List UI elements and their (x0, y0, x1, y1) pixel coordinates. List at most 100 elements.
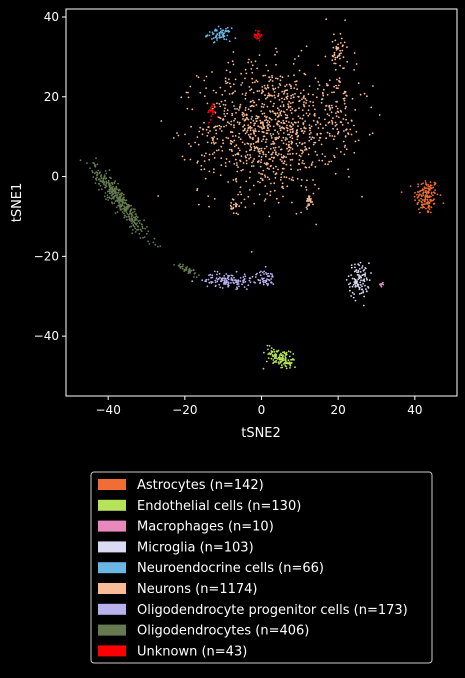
data-point (304, 149, 306, 151)
data-point (354, 263, 356, 266)
data-point (272, 125, 275, 128)
data-point (114, 195, 117, 197)
data-point (280, 176, 283, 179)
data-point (288, 146, 291, 149)
data-point (290, 168, 292, 171)
data-point (362, 290, 365, 292)
data-point (283, 162, 285, 165)
data-point (131, 214, 134, 217)
data-point (260, 147, 263, 150)
data-point (220, 157, 223, 160)
data-point (258, 172, 260, 174)
data-point (302, 132, 305, 135)
data-point (99, 185, 102, 187)
data-point (224, 115, 227, 118)
data-point (282, 195, 284, 198)
data-point (272, 133, 275, 136)
y-tick-label: 20 (44, 90, 59, 104)
data-point (278, 136, 281, 138)
data-point (256, 117, 259, 120)
data-point (267, 151, 270, 154)
data-point (104, 184, 107, 187)
data-point (271, 95, 274, 97)
data-point (288, 361, 291, 364)
data-point (274, 138, 277, 141)
data-point (109, 188, 111, 191)
data-point (251, 275, 254, 278)
data-point (125, 211, 128, 214)
data-point (215, 132, 218, 135)
data-point (130, 204, 133, 207)
data-point (220, 145, 223, 148)
data-point (272, 105, 275, 108)
data-point (359, 93, 362, 96)
data-point (334, 56, 337, 59)
data-point (253, 202, 256, 205)
data-point (133, 216, 135, 219)
data-point (240, 72, 243, 75)
data-point (279, 111, 282, 114)
data-point (136, 222, 139, 225)
data-point (353, 293, 356, 295)
data-point (234, 78, 237, 81)
data-point (198, 274, 200, 276)
data-point (262, 74, 265, 77)
data-point (306, 199, 309, 202)
data-point (258, 90, 261, 92)
data-point (291, 137, 294, 140)
data-point (236, 170, 239, 173)
data-point (211, 276, 214, 279)
data-point (274, 137, 277, 139)
data-point (361, 195, 363, 198)
data-point (262, 127, 265, 129)
data-point (309, 100, 312, 103)
data-point (430, 195, 432, 198)
data-point (96, 173, 99, 176)
data-point (265, 132, 268, 135)
data-point (244, 109, 247, 111)
data-point (351, 97, 354, 100)
data-point (333, 33, 335, 36)
data-point (414, 191, 416, 194)
data-point (353, 69, 355, 71)
data-point (223, 280, 226, 283)
data-point (283, 160, 286, 163)
data-point (359, 281, 362, 284)
data-point (231, 112, 234, 115)
data-point (307, 109, 310, 112)
data-point (288, 83, 291, 86)
data-point (297, 115, 300, 118)
data-point (357, 278, 360, 281)
data-point (95, 157, 97, 160)
data-point (137, 225, 140, 228)
data-point (212, 37, 215, 39)
data-point (241, 93, 244, 95)
data-point (286, 116, 289, 119)
y-tick-label: 40 (44, 10, 59, 24)
data-point (274, 118, 277, 121)
data-point (207, 195, 210, 198)
data-point (198, 203, 200, 206)
data-point (172, 137, 175, 139)
data-point (270, 137, 273, 139)
data-point (258, 271, 261, 274)
data-point (290, 112, 293, 114)
data-point (260, 149, 263, 152)
data-point (253, 122, 256, 125)
data-point (236, 121, 239, 124)
data-point (423, 199, 426, 202)
data-point (102, 179, 104, 181)
data-point (143, 236, 146, 239)
data-point (266, 275, 269, 277)
data-point (214, 279, 217, 282)
data-point (284, 361, 287, 364)
data-point (321, 98, 324, 100)
data-point (176, 132, 178, 134)
data-point (96, 176, 98, 179)
data-point (284, 365, 287, 367)
data-point (187, 270, 190, 273)
data-point (274, 87, 277, 90)
data-point (286, 114, 289, 117)
data-point (224, 162, 227, 164)
data-point (208, 158, 211, 161)
